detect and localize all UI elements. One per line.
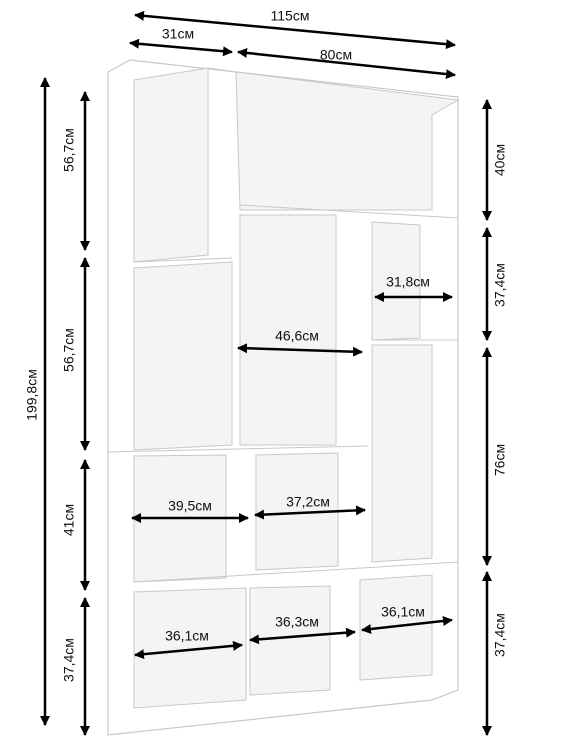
dimension-label: 41см <box>61 504 77 536</box>
dimension-arrow <box>361 616 453 634</box>
shelf-edge <box>133 561 459 583</box>
dimension-label: 36,3см <box>275 614 319 630</box>
dimension-label: 76см <box>492 444 508 476</box>
dimension-arrow <box>134 10 456 50</box>
compartment <box>359 574 433 681</box>
dimension-labels: 115см 31см 80см 199,8см 56,7см 56,7см 41… <box>24 8 508 682</box>
dimension-label: 37,2см <box>286 494 330 510</box>
dimension-arrow <box>237 47 456 80</box>
bookshelf <box>107 59 460 736</box>
compartment <box>133 261 233 451</box>
dimension-label: 31см <box>162 26 194 42</box>
dimension-arrows <box>40 10 492 736</box>
dimension-arrow <box>129 38 233 57</box>
dimension-label: 46,6см <box>275 328 319 344</box>
shelf-edge <box>239 204 459 219</box>
dimension-label: 36,1см <box>381 604 425 620</box>
shelf-edge <box>207 67 237 73</box>
dimension-label: 37,4см <box>492 263 508 307</box>
dimension-label: 40см <box>492 144 508 176</box>
dimension-arrow <box>249 627 356 645</box>
dimension-label: 36,1см <box>165 628 209 644</box>
dimension-label: 31,8см <box>386 274 430 290</box>
dimension-label: 37,4см <box>492 613 508 657</box>
dimension-label: 56,7см <box>61 128 77 172</box>
dimension-label: 115см <box>271 8 310 24</box>
compartment <box>133 67 209 263</box>
dimension-arrow <box>237 343 363 357</box>
dimension-label: 37,4см <box>61 638 77 682</box>
compartment <box>371 344 433 563</box>
dimension-label: 39,5см <box>168 498 212 514</box>
compartment <box>235 71 460 211</box>
compartment <box>249 585 331 696</box>
dimension-label: 56,7см <box>61 328 77 372</box>
dimension-label: 80см <box>320 47 352 63</box>
compartment <box>371 221 421 341</box>
dimension-arrow <box>134 640 243 660</box>
dimension-arrow <box>254 505 366 520</box>
compartment <box>133 587 247 709</box>
shelf-edge <box>107 445 369 453</box>
compartment <box>239 214 337 446</box>
dimension-label: 199,8см <box>24 369 40 421</box>
shelf-edge <box>133 257 233 263</box>
